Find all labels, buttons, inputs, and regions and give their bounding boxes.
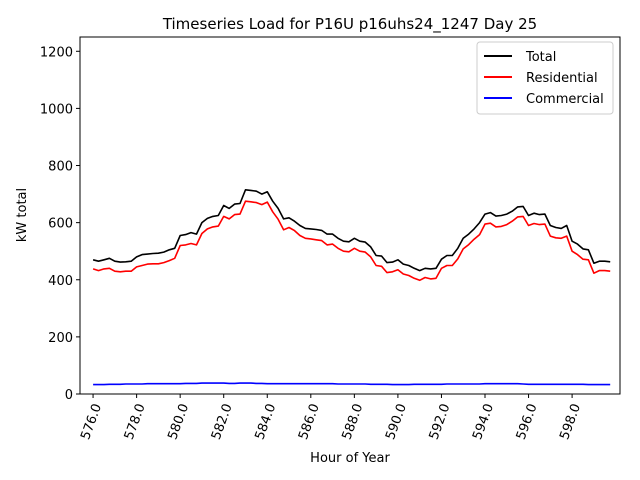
legend-label-commercial: Commercial xyxy=(526,92,604,107)
y-tick-label: 200 xyxy=(48,331,73,346)
x-tick-label: 576.0 xyxy=(78,402,105,442)
y-tick-label: 1000 xyxy=(40,102,73,117)
x-tick-label: 594.0 xyxy=(470,402,497,442)
x-tick-label: 590.0 xyxy=(383,402,410,442)
y-axis-label: kW total xyxy=(15,188,30,242)
y-tick-label: 600 xyxy=(48,217,73,232)
legend-label-total: Total xyxy=(525,50,556,65)
legend-items: Total Residential Commercial xyxy=(484,50,604,107)
series-line-total xyxy=(92,189,611,272)
x-tick-label: 584.0 xyxy=(252,402,279,442)
x-tick-label: 588.0 xyxy=(340,402,367,442)
x-tick-label: 580.0 xyxy=(165,402,192,442)
legend-box xyxy=(476,41,614,115)
x-tick-label: 596.0 xyxy=(514,402,541,442)
y-tick-label: 400 xyxy=(48,274,73,289)
x-axis-label: Hour of Year xyxy=(310,451,390,466)
x-tick-label: 578.0 xyxy=(122,402,149,442)
legend: Total Residential Commercial xyxy=(476,41,614,115)
x-tick-label: 598.0 xyxy=(557,402,584,442)
y-tick-label: 1200 xyxy=(40,45,73,60)
x-tick-label: 582.0 xyxy=(209,402,236,442)
x-tick-label: 586.0 xyxy=(296,402,323,442)
y-tick-label: 0 xyxy=(65,388,73,403)
y-tick-label: 800 xyxy=(48,160,73,175)
plot-frame xyxy=(79,36,621,395)
x-axis: 576.0 578.0 580.0 582.0 584.0 586.0 588.0 590.0… xyxy=(78,394,584,442)
legend-label-residential: Residential xyxy=(526,71,598,86)
y-axis: 0 200 400 600 800 1000 1200 xyxy=(40,45,80,403)
series-layer xyxy=(92,189,611,386)
series-line-commercial xyxy=(93,382,611,386)
x-tick-label: 592.0 xyxy=(427,402,454,442)
series-line-residential xyxy=(92,200,611,282)
chart-title: Timeseries Load for P16U p16uhs24_1247 D… xyxy=(162,15,537,34)
